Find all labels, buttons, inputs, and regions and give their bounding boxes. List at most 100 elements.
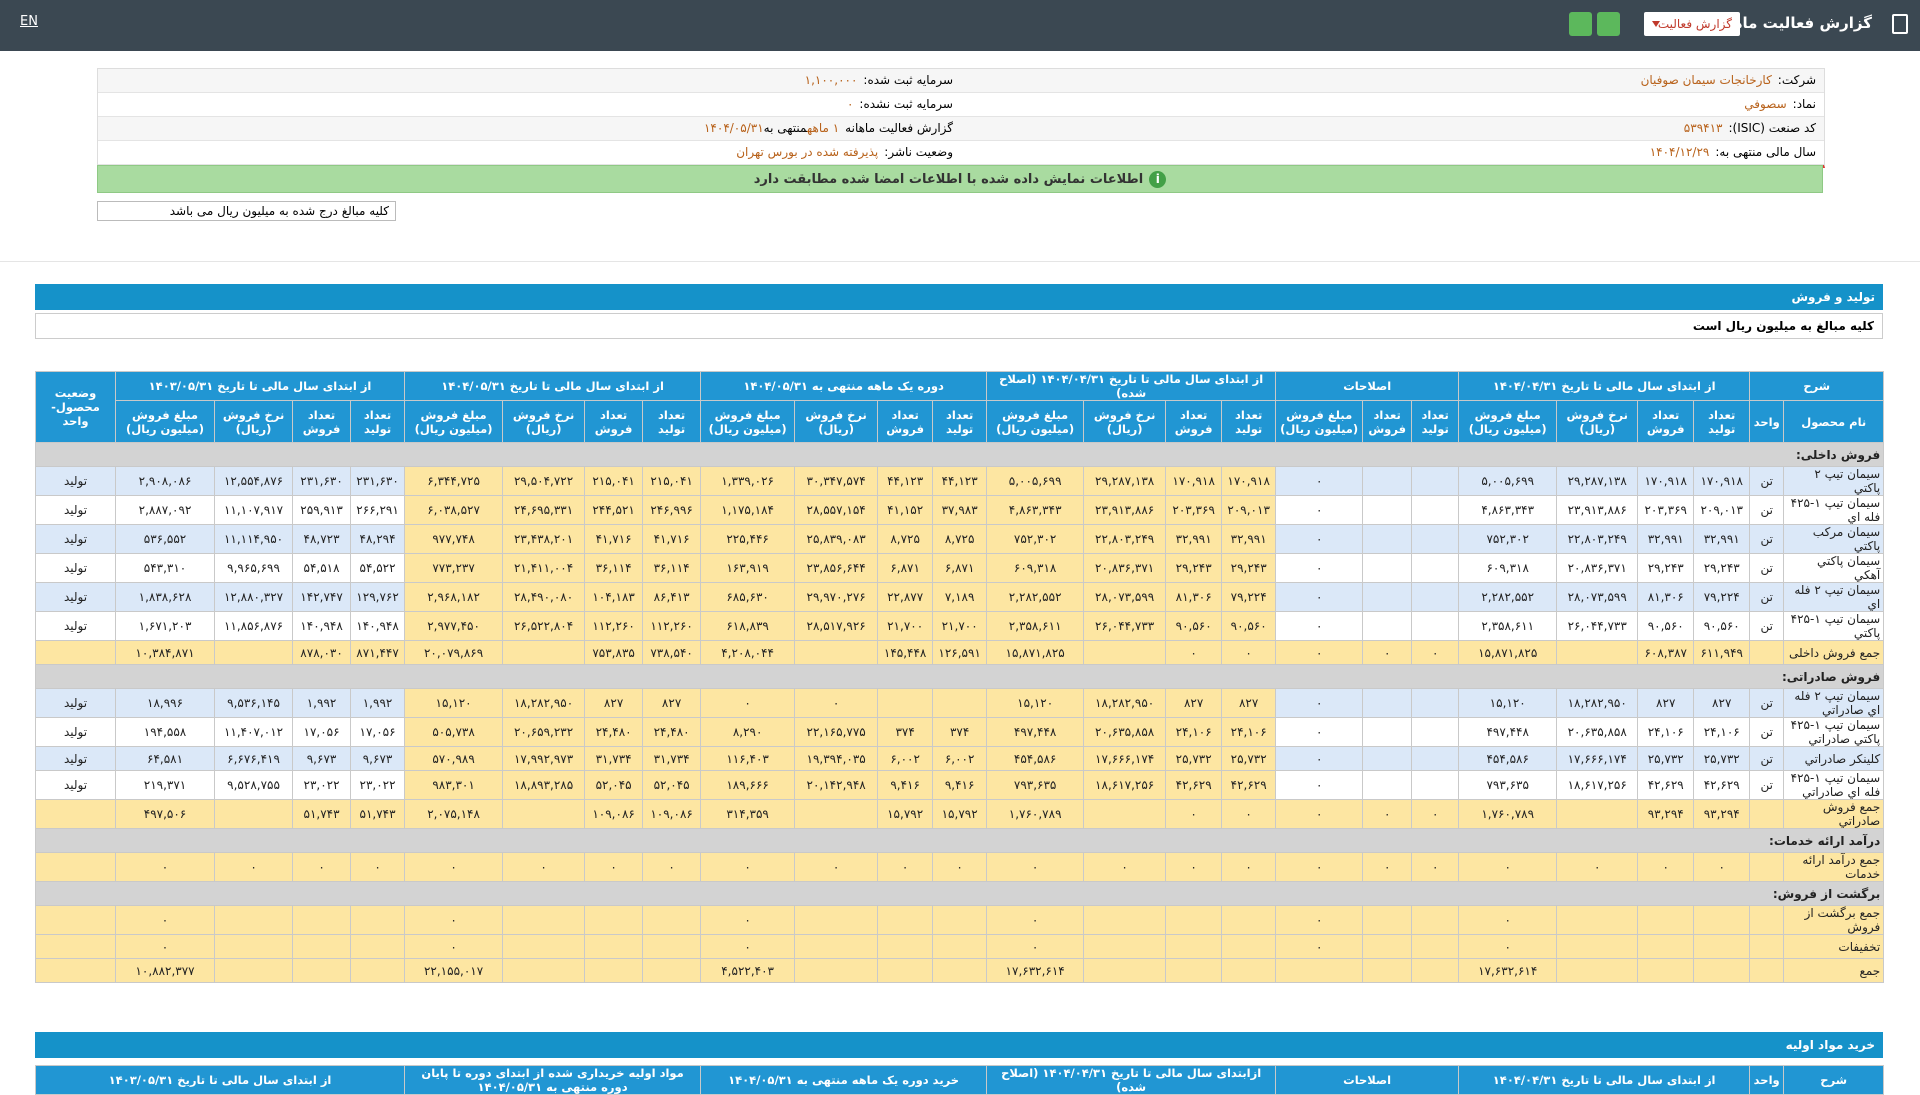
language-link[interactable]: EN [20,14,38,29]
cell [502,640,586,665]
cell [350,905,406,935]
cell: ۱۷۰,۹۱۸ [1693,466,1751,496]
cell: ۱۵,۸۷۱,۸۲۵ [986,640,1085,665]
row-label: سیمان تیپ ۲ فله اي صادراتي [1783,688,1885,718]
cell: ۴۱,۷۱۶ [584,524,644,554]
cell: ۸,۷۲۵ [877,524,934,554]
value: ۱۴۰۴/۱۲/۲۹ [1649,145,1710,159]
cell: تن [1749,717,1785,747]
cell: ۱۷۰,۹۱۸ [1221,466,1277,496]
cell [35,905,116,935]
cell: ۸۷۱,۴۴۷ [350,640,406,665]
cell: ۲۹,۹۷۰,۲۷۶ [794,582,879,612]
column-header: تعداد تولید [1221,400,1277,443]
cell: ۱۸,۸۹۳,۲۸۵ [502,770,586,800]
cell: ۱۷۰,۹۱۸ [1165,466,1223,496]
cell: ۲۱,۷۰۰ [932,611,988,641]
cell [1749,640,1785,665]
cell [1362,717,1413,747]
header-row: نام محصول واحد تعداد تولید تعداد فروش نرخ فر… [36,400,1885,443]
cell: ۱۸,۶۱۷,۲۵۶ [1556,770,1639,800]
cell: ۰ [1458,852,1558,882]
cell: ۲۰,۰۷۹,۸۶۹ [404,640,504,665]
report-dropdown[interactable]: گزارش فعالیت [1644,12,1740,36]
cell: تن [1749,746,1785,771]
cell: ۶۰۹,۳۱۸ [1458,553,1558,583]
cell: ۱۴۲,۷۴۷ [292,582,352,612]
cell [1362,553,1413,583]
cell: ۰ [986,934,1085,959]
cell: ۰ [1275,934,1364,959]
cell: ۱,۷۶۰,۷۸۹ [1458,799,1558,829]
cell [1083,640,1167,665]
cell [1165,905,1223,935]
group-header: اصلاحات [1275,1065,1460,1095]
cell: ۵۴,۵۱۸ [292,553,352,583]
cell: ۲۵,۷۳۲ [1221,746,1277,771]
label: سرمایه ثبت شده: [863,73,953,87]
cell: ۰ [1411,640,1460,665]
cell: تولید [35,611,116,641]
group-header: ازابتدای سال مالی تا تاریخ ۱۴۰۴/۰۴/۳۱ (ا… [986,1065,1277,1095]
cell [1749,852,1785,882]
cell: ۹۰,۵۶۰ [1693,611,1751,641]
cell: تولید [35,524,116,554]
section-label: فروش داخلی: [34,442,1885,467]
cell: ۰ [1275,582,1364,612]
cell: ۰ [404,934,504,959]
cell: ۲۶,۰۴۴,۷۳۳ [1556,611,1639,641]
cell: تولید [35,553,116,583]
cell: ۲۰,۱۴۲,۹۴۸ [794,770,879,800]
prev-button[interactable] [1569,12,1592,36]
cell: ۸۲۷ [1165,688,1223,718]
cell: ۲۰۳,۳۶۹ [1165,495,1223,525]
cell: ۲۹,۲۸۷,۱۳۸ [1083,466,1167,496]
label: سرمایه ثبت نشده: [859,97,953,111]
cell: ۱۱۲,۲۶۰ [642,611,702,641]
cell: ۱۱,۴۰۷,۰۱۲ [214,717,294,747]
cell: ۹۰,۵۶۰ [1165,611,1223,641]
cell: ۱۲,۸۸۰,۳۲۷ [214,582,294,612]
cell: ۲۴,۱۰۶ [1165,717,1223,747]
cell: ۰ [404,905,504,935]
column-header: نرخ فروش (ریال) [214,400,294,443]
cell: ۰ [1637,852,1695,882]
cell: ۲۲,۸۷۷ [877,582,934,612]
next-button[interactable] [1597,12,1620,36]
cell [584,934,644,959]
cell: ۲۵,۷۳۲ [1693,746,1751,771]
section-label: فروش صادراتی: [34,664,1885,689]
cell: ۰ [1221,640,1277,665]
cell: ۲۳,۴۳۸,۲۰۱ [502,524,586,554]
cell: ۲۲,۱۵۵,۰۱۷ [404,958,504,983]
cell: ۵,۰۰۵,۶۹۹ [1458,466,1558,496]
cell [642,905,702,935]
cell: ۴۲,۶۲۹ [1221,770,1277,800]
value: سصوفي [1744,97,1787,111]
group-header: از ابتدای سال مالی تا تاریخ ۱۴۰۳/۰۵/۳۱ [34,1065,406,1095]
row-label: جمع فروش صادراتي [1783,799,1885,829]
label: کد صنعت (ISIC): [1728,121,1816,135]
column-header: تعداد تولید [350,400,406,443]
cell: ۲۹,۲۴۳ [1221,553,1277,583]
cell: ۳۲,۹۹۱ [1221,524,1277,554]
cell: ۵۱,۷۴۳ [292,799,352,829]
cell: ۶۰۸,۳۸۷ [1637,640,1695,665]
total-row: جمع فروش صادراتي ۹۳,۲۹۴ ۹۳,۲۹۴ ۱,۷۶۰,۷۸۹ ۰ ۰ ۰… [35,799,1885,829]
cell: ۳۷۴ [877,717,934,747]
cell: ۱۶۳,۹۱۹ [700,553,796,583]
cell: ۹,۶۷۳ [350,746,406,771]
cell: تولید [35,770,116,800]
cell: ۲۰,۶۳۵,۸۵۸ [1556,717,1639,747]
cell: ۴۱,۱۵۲ [877,495,934,525]
cell: ۸۱,۳۰۶ [1165,582,1223,612]
total-row: جمع ۱۷,۶۳۲,۶۱۴ ۱۷,۶۳۲,۶۱۴ ۴,۵۲۲,۴۰۳ ۲۲,۱۵۵,۰… [35,958,1885,983]
cell: ۰ [114,852,216,882]
cell [1362,524,1413,554]
cell [932,905,988,935]
cell: ۴۸,۷۲۳ [292,524,352,554]
cell: ۱۱,۱۰۷,۹۱۷ [214,495,294,525]
cell: ۱۵,۷۹۲ [877,799,934,829]
cell: ۲۸,۵۵۷,۱۵۴ [794,495,879,525]
cell: ۰ [350,852,406,882]
